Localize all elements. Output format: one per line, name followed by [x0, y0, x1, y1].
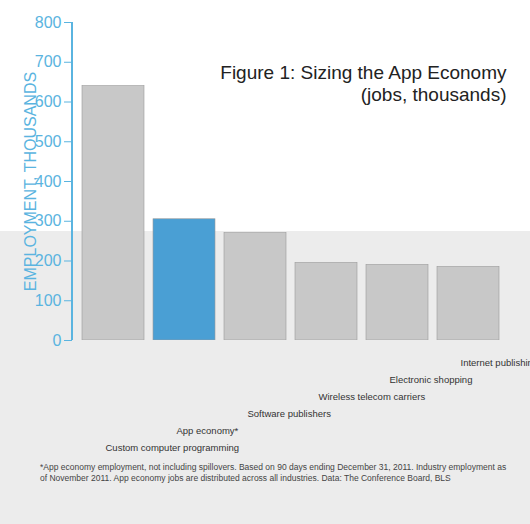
svg-text:App economy*: App economy* [177, 425, 239, 436]
svg-text:Custom computer programming: Custom computer programming [106, 442, 240, 453]
svg-text:Electronic shopping: Electronic shopping [390, 374, 473, 385]
html-text:*App economy employment, not i: *App economy employment, not including s… [40, 462, 507, 483]
svg-text:500: 500 [34, 132, 62, 150]
svg-text:100: 100 [35, 292, 62, 309]
svg-text:Figure 1: Sizing the App Econo: Figure 1: Sizing the App Economy(jobs, t… [220, 62, 507, 106]
svg-text:200: 200 [34, 252, 62, 270]
svg-text:0: 0 [53, 332, 62, 349]
svg-text:Software publishers: Software publishers [248, 408, 332, 419]
svg-text:600: 600 [34, 93, 62, 111]
svg-text:700: 700 [35, 53, 62, 70]
svg-text:Wireless telecom carriers: Wireless telecom carriers [319, 391, 426, 402]
svg-text:Internet publishing and web se: Internet publishing and web search porta… [461, 357, 530, 368]
svg-text:400: 400 [34, 172, 62, 190]
svg-text:EMPLOYMENT, THOUSANDS: EMPLOYMENT, THOUSANDS [22, 72, 39, 291]
svg-text:300: 300 [34, 212, 62, 230]
svg-text:800: 800 [35, 14, 62, 31]
